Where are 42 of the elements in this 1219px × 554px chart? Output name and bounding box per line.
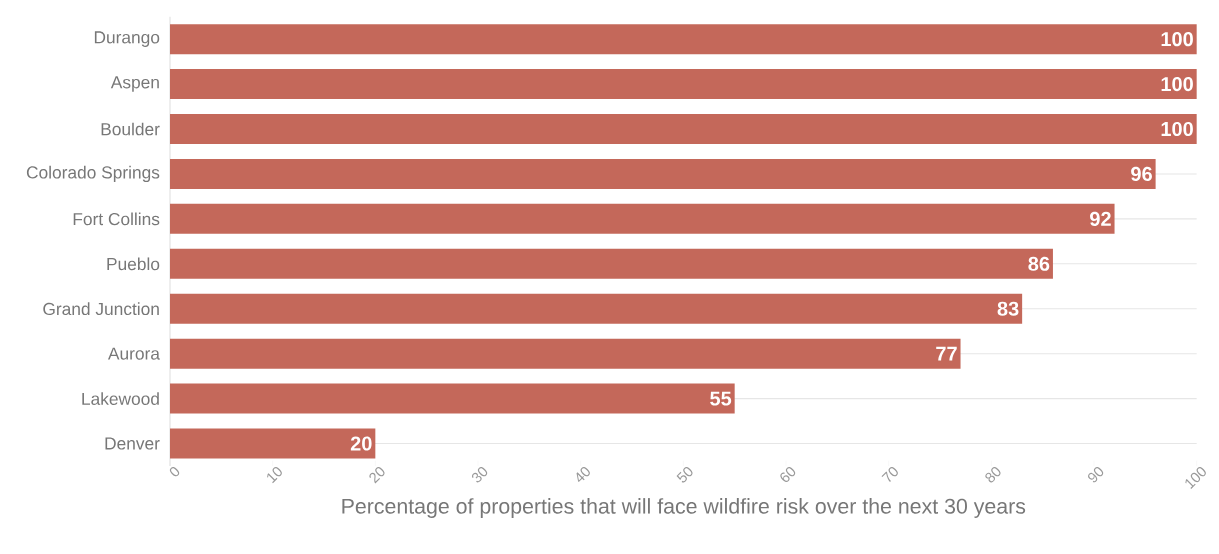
x-tick-label: 60 [780, 467, 796, 482]
data-label: 96 [1131, 166, 1152, 182]
x-tick-label: 10 [267, 467, 282, 484]
bar [170, 338, 961, 369]
bar [170, 293, 1023, 324]
data-label: 20 [350, 436, 372, 451]
bar [170, 248, 1053, 279]
y-tick-label: Grand Junction [43, 302, 159, 316]
data-label: 86 [1028, 256, 1050, 271]
y-tick-label: Durango [94, 31, 160, 47]
data-label: 77 [936, 346, 957, 361]
bar [170, 24, 1197, 55]
x-tick-label: 90 [1088, 467, 1104, 483]
y-tick-label: Aspen [110, 76, 159, 92]
bar [170, 383, 735, 414]
y-tick-label: Boulder [101, 122, 160, 136]
x-tick-label: 50 [676, 467, 693, 483]
x-tick-label: 100 [1185, 467, 1206, 489]
x-tick-label: 20 [369, 467, 385, 484]
x-tick-label: 70 [881, 467, 898, 483]
bar [170, 203, 1115, 234]
y-tick-label: Lakewood [82, 392, 159, 405]
y-tick-label: Denver [105, 437, 160, 450]
bar [170, 158, 1156, 189]
y-tick-label: Pueblo [107, 257, 160, 271]
x-axis-title: Percentage of properties that will face wildfire risk over the next 30 years [342, 498, 1026, 518]
data-label: 100 [1161, 32, 1193, 47]
x-tick-label: 40 [576, 467, 590, 483]
x-tick-label: 30 [471, 467, 488, 483]
x-tick-label: 80 [985, 467, 1001, 483]
bar [170, 69, 1197, 100]
x-tick-label: 0 [169, 467, 180, 477]
data-label: 100 [1161, 121, 1193, 137]
data-label: 55 [710, 391, 732, 406]
data-label: 100 [1161, 76, 1193, 92]
bar [170, 428, 376, 459]
y-tick-label: Aurora [107, 347, 160, 360]
bar [170, 114, 1197, 144]
data-label: 92 [1090, 211, 1111, 226]
y-tick-label: Fort Collins [73, 212, 160, 226]
y-tick-label: Colorado Springs [26, 165, 160, 183]
data-label: 83 [997, 301, 1019, 316]
